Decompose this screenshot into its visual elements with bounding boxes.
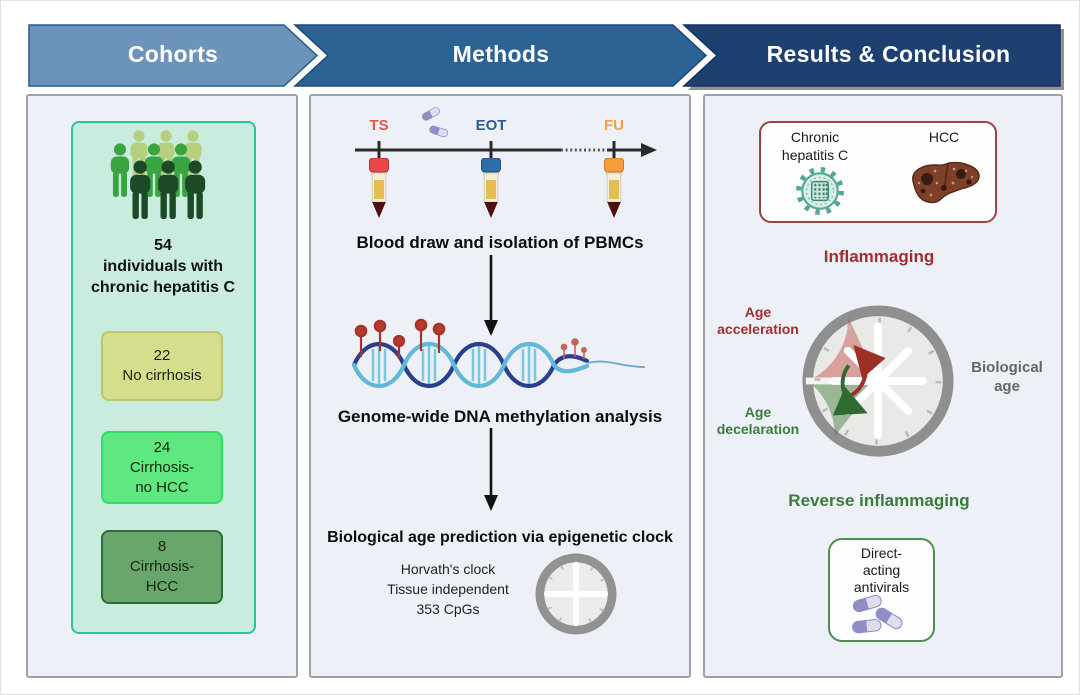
group-box-no-cirrhosis: 22 No cirrhosis (101, 331, 223, 401)
process-arrow-banners (28, 24, 1064, 90)
pills-icon (420, 105, 449, 139)
horvath-clock-details: Horvath's clock Tissue independent 353 C… (373, 559, 523, 619)
inflammaging-title: Inflammaging (823, 247, 935, 266)
cohort-total-line2: individuals with (102, 258, 223, 275)
group-count: 8 (157, 538, 167, 555)
step1-title: Blood draw and isolation of PBMCs (356, 233, 644, 252)
blood-tube-icon-ts (369, 158, 389, 219)
crowd-icon (110, 130, 206, 219)
blood-tube-icon-eot (481, 158, 501, 219)
capsules-icon (851, 594, 905, 634)
liver-icon (912, 161, 980, 204)
banner-results: Results & Conclusion (766, 41, 1011, 67)
group-count: 24 (153, 438, 171, 456)
biological-age-label: Biological age (959, 358, 1055, 396)
study-timeline (355, 141, 657, 159)
age-dec-line2: decelaration (716, 421, 800, 437)
step2-title: Genome-wide DNA methylation analysis (337, 407, 663, 426)
daa-line3: antivirals (853, 579, 910, 595)
group-label2: HCC (145, 578, 179, 595)
cohort-total-count: 54 (154, 237, 172, 254)
age-acceleration-label: Age acceleration (708, 304, 808, 338)
daa-line1: Direct- (860, 545, 903, 561)
cohort-total-line3: chronic hepatitis C (90, 279, 236, 296)
group-label: Cirrhosis- (129, 458, 195, 476)
group-box-cirrhosis-hcc: 8 Cirrhosis- HCC (101, 530, 223, 604)
group-box-cirrhosis-no-hcc: 24 Cirrhosis- no HCC (101, 431, 223, 504)
epigenetic-clock-icon (802, 305, 954, 457)
blood-tube-icon-fu (604, 158, 624, 219)
chronic-line1: Chronic (790, 129, 840, 145)
bio-line1: Biological (971, 359, 1043, 376)
hcc-label: HCC (928, 129, 960, 145)
virus-icon (796, 167, 844, 215)
down-arrow-icon (484, 428, 498, 511)
banner-cohorts: Cohorts (127, 41, 219, 67)
group-count: 22 (153, 347, 171, 364)
banner-methods: Methods (452, 41, 550, 67)
daa-label: Direct- acting antivirals (830, 545, 933, 596)
age-acc-line1: Age (744, 304, 772, 320)
timeline-label-eot: EOT (475, 117, 507, 134)
group-label: No cirrhosis (122, 367, 202, 384)
clock-detail-line: Tissue independent (387, 581, 509, 597)
daa-line2: acting (862, 562, 901, 578)
step3-title: Biological age prediction via epigenetic… (327, 529, 673, 546)
age-dec-line1: Age (744, 404, 772, 420)
bio-line2: age (994, 378, 1020, 395)
clock-icon (535, 553, 617, 635)
dna-methylation-icon (351, 318, 646, 389)
group-label2: no HCC (135, 478, 189, 496)
chronic-hepatitis-label: Chronic hepatitis C (763, 128, 867, 164)
group-label: Cirrhosis- (129, 558, 195, 575)
chronic-line2: hepatitis C (781, 147, 849, 163)
timeline-label-ts: TS (369, 117, 389, 134)
age-acc-line2: acceleration (717, 321, 799, 337)
age-deceleration-label: Age decelaration (708, 404, 808, 438)
clock-detail-line: Horvath's clock (400, 561, 496, 577)
cohort-total-text: 54 individuals with chronic hepatitis C (73, 235, 253, 298)
daa-box: Direct- acting antivirals (828, 538, 935, 642)
timeline-label-fu: FU (604, 117, 624, 134)
reverse-inflammaging-title: Reverse inflammaging (788, 491, 970, 510)
clock-detail-line: 353 CpGs (416, 601, 480, 617)
down-arrow-icon (484, 255, 498, 336)
